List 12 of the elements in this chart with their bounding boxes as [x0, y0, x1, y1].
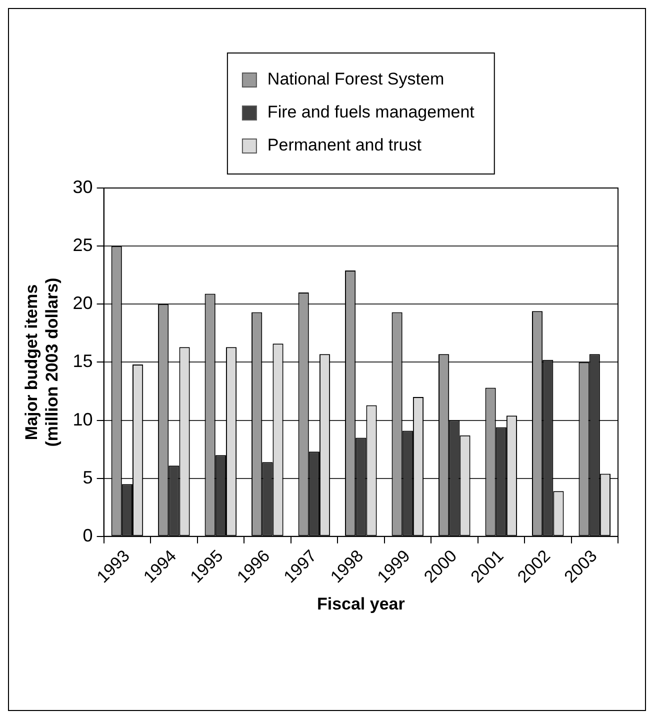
y-axis-title: Major budget items (million 2003 dollars) — [22, 278, 62, 447]
y-tick-label: 20 — [72, 293, 93, 314]
y-tick-label: 5 — [82, 467, 93, 488]
y-tick-label: 0 — [82, 525, 93, 546]
y-tick-label: 30 — [72, 176, 93, 197]
legend-label: Permanent and trust — [267, 136, 422, 155]
x-axis-title: Fiscal year — [316, 594, 406, 614]
y-tick-label: 10 — [72, 409, 93, 430]
y-tick-label: 25 — [72, 235, 93, 256]
legend-label: Fire and fuels management — [267, 102, 475, 122]
y-tick-label: 15 — [72, 351, 93, 372]
legend-label: National Forest System — [267, 70, 444, 89]
